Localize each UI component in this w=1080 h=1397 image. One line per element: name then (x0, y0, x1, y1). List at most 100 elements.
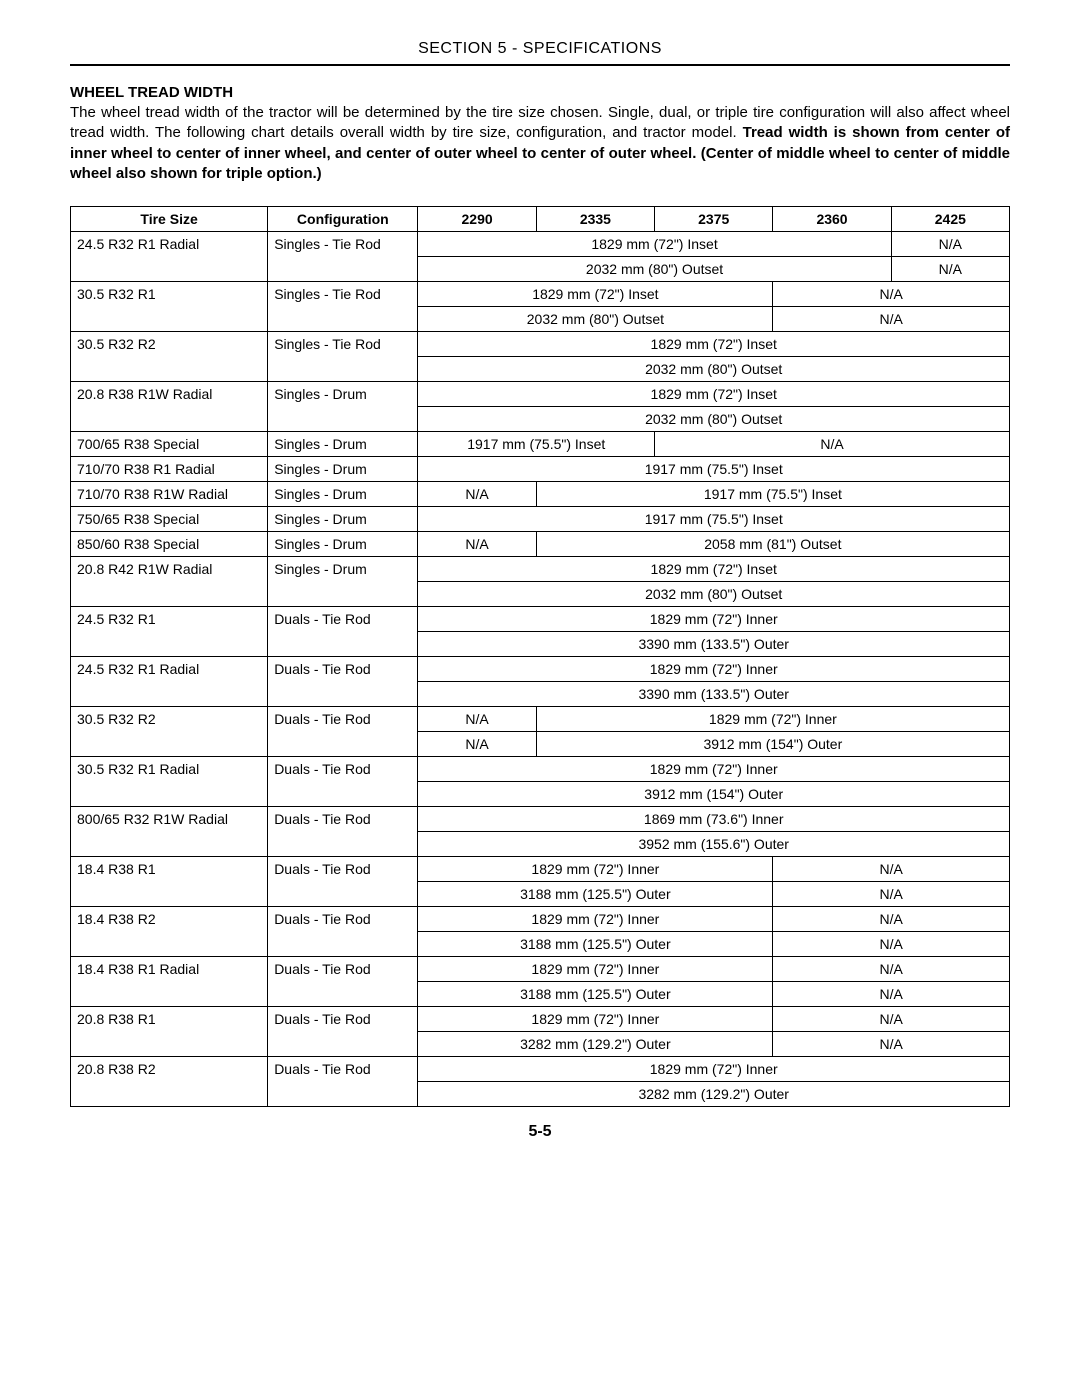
cell-na: N/A (418, 532, 536, 557)
cell-value: 2032 mm (80") Outset (418, 307, 773, 332)
cell-conf: Singles - Tie Rod (268, 232, 418, 282)
cell-value: 3188 mm (125.5") Outer (418, 932, 773, 957)
cell-conf: Duals - Tie Rod (268, 857, 418, 907)
col-2360: 2360 (773, 207, 891, 232)
cell-value: 2032 mm (80") Outset (418, 407, 1010, 432)
table-row: 20.8 R38 R2 Duals - Tie Rod 1829 mm (72"… (71, 1057, 1010, 1082)
cell-value: 1829 mm (72") Inner (418, 1057, 1010, 1082)
cell-value: 1869 mm (73.6") Inner (418, 807, 1010, 832)
tread-width-table: Tire Size Configuration 2290 2335 2375 2… (70, 206, 1010, 1107)
cell-conf: Singles - Drum (268, 382, 418, 432)
cell-value: 1829 mm (72") Inset (418, 282, 773, 307)
cell-value: 1829 mm (72") Inner (418, 607, 1010, 632)
cell-na: N/A (773, 1007, 1010, 1032)
cell-conf: Duals - Tie Rod (268, 957, 418, 1007)
cell-tire: 24.5 R32 R1 Radial (71, 232, 268, 282)
cell-value: 3912 mm (154") Outer (418, 782, 1010, 807)
cell-na: N/A (418, 482, 536, 507)
cell-value: 3282 mm (129.2") Outer (418, 1032, 773, 1057)
cell-value: 3390 mm (133.5") Outer (418, 682, 1010, 707)
cell-conf: Duals - Tie Rod (268, 757, 418, 807)
cell-value: 3282 mm (129.2") Outer (418, 1082, 1010, 1107)
cell-conf: Duals - Tie Rod (268, 907, 418, 957)
intro-paragraph: The wheel tread width of the tractor wil… (70, 103, 1010, 184)
cell-value: 1917 mm (75.5") Inset (536, 482, 1009, 507)
cell-na: N/A (891, 257, 1009, 282)
section-header: SECTION 5 - SPECIFICATIONS (70, 40, 1010, 66)
cell-conf: Duals - Tie Rod (268, 1007, 418, 1057)
cell-conf: Duals - Tie Rod (268, 1057, 418, 1107)
cell-tire: 850/60 R38 Special (71, 532, 268, 557)
cell-conf: Singles - Drum (268, 507, 418, 532)
table-header-row: Tire Size Configuration 2290 2335 2375 2… (71, 207, 1010, 232)
col-configuration: Configuration (268, 207, 418, 232)
cell-na: N/A (773, 932, 1010, 957)
cell-tire: 20.8 R38 R2 (71, 1057, 268, 1107)
col-2375: 2375 (655, 207, 773, 232)
table-row: 20.8 R38 R1 Duals - Tie Rod 1829 mm (72"… (71, 1007, 1010, 1032)
cell-tire: 30.5 R32 R2 (71, 707, 268, 757)
cell-value: 2032 mm (80") Outset (418, 257, 891, 282)
cell-tire: 700/65 R38 Special (71, 432, 268, 457)
cell-value: 1829 mm (72") Inner (536, 707, 1009, 732)
cell-tire: 20.8 R42 R1W Radial (71, 557, 268, 607)
cell-value: 2032 mm (80") Outset (418, 357, 1010, 382)
cell-value: 1829 mm (72") Inset (418, 382, 1010, 407)
cell-na: N/A (773, 882, 1010, 907)
cell-tire: 24.5 R32 R1 Radial (71, 657, 268, 707)
cell-na: N/A (418, 707, 536, 732)
cell-tire: 30.5 R32 R1 Radial (71, 757, 268, 807)
cell-value: 3912 mm (154") Outer (536, 732, 1009, 757)
cell-na: N/A (773, 907, 1010, 932)
table-row: 710/70 R38 R1 Radial Singles - Drum 1917… (71, 457, 1010, 482)
cell-na: N/A (773, 282, 1010, 307)
cell-tire: 30.5 R32 R1 (71, 282, 268, 332)
cell-na: N/A (773, 307, 1010, 332)
table-row: 20.8 R38 R1W Radial Singles - Drum 1829 … (71, 382, 1010, 407)
table-row: 30.5 R32 R1 Singles - Tie Rod 1829 mm (7… (71, 282, 1010, 307)
cell-value: 1829 mm (72") Inner (418, 1007, 773, 1032)
cell-value: 1829 mm (72") Inner (418, 657, 1010, 682)
cell-conf: Duals - Tie Rod (268, 707, 418, 757)
table-row: 30.5 R32 R2 Singles - Tie Rod 1829 mm (7… (71, 332, 1010, 357)
cell-na: N/A (773, 857, 1010, 882)
table-row: 850/60 R38 Special Singles - Drum N/A 20… (71, 532, 1010, 557)
cell-na: N/A (655, 432, 1010, 457)
table-row: 18.4 R38 R2 Duals - Tie Rod 1829 mm (72"… (71, 907, 1010, 932)
cell-na: N/A (773, 1032, 1010, 1057)
cell-conf: Singles - Tie Rod (268, 332, 418, 382)
cell-value: 1829 mm (72") Inner (418, 907, 773, 932)
cell-conf: Duals - Tie Rod (268, 657, 418, 707)
cell-value: 3952 mm (155.6") Outer (418, 832, 1010, 857)
cell-conf: Singles - Drum (268, 457, 418, 482)
cell-value: 3390 mm (133.5") Outer (418, 632, 1010, 657)
cell-na: N/A (891, 232, 1009, 257)
page-number: 5-5 (70, 1123, 1010, 1141)
cell-tire: 800/65 R32 R1W Radial (71, 807, 268, 857)
cell-conf: Duals - Tie Rod (268, 607, 418, 657)
table-row: 800/65 R32 R1W Radial Duals - Tie Rod 18… (71, 807, 1010, 832)
cell-value: 1829 mm (72") Inset (418, 557, 1010, 582)
cell-value: 1829 mm (72") Inset (418, 232, 891, 257)
table-row: 30.5 R32 R1 Radial Duals - Tie Rod 1829 … (71, 757, 1010, 782)
cell-conf: Singles - Drum (268, 432, 418, 457)
cell-tire: 18.4 R38 R2 (71, 907, 268, 957)
cell-value: 1829 mm (72") Inner (418, 857, 773, 882)
table-row: 24.5 R32 R1 Radial Singles - Tie Rod 182… (71, 232, 1010, 257)
table-row: 20.8 R42 R1W Radial Singles - Drum 1829 … (71, 557, 1010, 582)
cell-tire: 710/70 R38 R1W Radial (71, 482, 268, 507)
cell-value: 2032 mm (80") Outset (418, 582, 1010, 607)
table-row: 700/65 R38 Special Singles - Drum 1917 m… (71, 432, 1010, 457)
subheading: WHEEL TREAD WIDTH (70, 84, 1010, 101)
cell-tire: 20.8 R38 R1W Radial (71, 382, 268, 432)
cell-value: 1917 mm (75.5") Inset (418, 457, 1010, 482)
table-row: 18.4 R38 R1 Radial Duals - Tie Rod 1829 … (71, 957, 1010, 982)
cell-value: 1917 mm (75.5") Inset (418, 507, 1010, 532)
table-row: 24.5 R32 R1 Radial Duals - Tie Rod 1829 … (71, 657, 1010, 682)
cell-value: 1917 mm (75.5") Inset (418, 432, 655, 457)
cell-conf: Singles - Drum (268, 532, 418, 557)
cell-na: N/A (418, 732, 536, 757)
cell-tire: 710/70 R38 R1 Radial (71, 457, 268, 482)
cell-tire: 18.4 R38 R1 (71, 857, 268, 907)
cell-conf: Singles - Tie Rod (268, 282, 418, 332)
